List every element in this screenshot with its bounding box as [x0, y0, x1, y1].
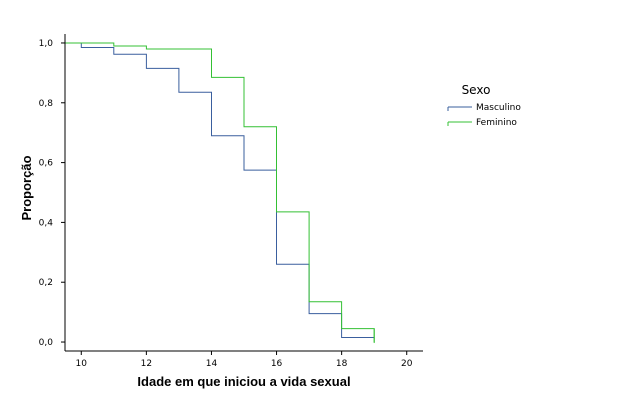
x-tick-label: 10 [76, 359, 88, 369]
y-tick-label: 0,0 [39, 338, 54, 348]
x-tick-label: 18 [336, 359, 348, 369]
x-axis-title: Idade em que iniciou a vida sexual [137, 374, 350, 389]
x-tick-label: 20 [401, 359, 413, 369]
x-tick-label: 12 [141, 359, 152, 369]
x-tick-label: 14 [206, 359, 218, 369]
ticks: 0,0 0,2 0,4 0,6 0,8 1,0 10 12 14 16 18 20 [39, 39, 413, 369]
x-tick-label: 16 [271, 359, 283, 369]
y-tick-label: 1,0 [39, 39, 54, 49]
series-line-feminino [65, 42, 375, 342]
series-line-masculino [65, 42, 375, 338]
legend-items: Masculino Feminino [447, 103, 521, 128]
plot-lines [65, 42, 375, 344]
y-tick-label: 0,6 [39, 159, 54, 169]
legend-label-feminino: Feminino [476, 118, 517, 128]
legend-title: Sexo [462, 83, 491, 97]
y-tick-label: 0,8 [39, 99, 54, 109]
y-tick-label: 0,4 [39, 218, 54, 228]
axes [64, 34, 423, 352]
legend-label-masculino: Masculino [476, 103, 521, 113]
y-axis-title: Proporção [19, 155, 34, 220]
legend: Sexo Masculino Feminino [447, 83, 521, 128]
y-tick-label: 0,2 [39, 278, 53, 288]
